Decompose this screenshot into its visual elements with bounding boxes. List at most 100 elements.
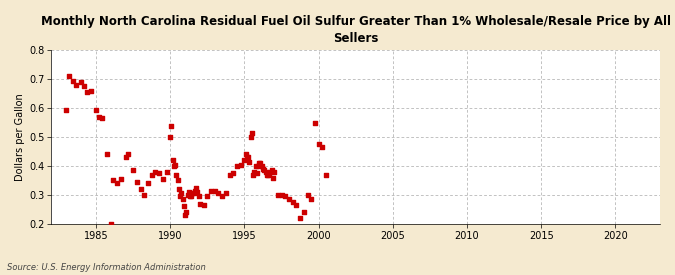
Point xyxy=(157,177,168,181)
Point xyxy=(243,155,254,160)
Point xyxy=(146,172,157,177)
Point xyxy=(86,89,97,93)
Point xyxy=(123,152,134,157)
Point xyxy=(186,194,196,199)
Title: Monthly North Carolina Residual Fuel Oil Sulfur Greater Than 1% Wholesale/Resale: Monthly North Carolina Residual Fuel Oil… xyxy=(40,15,671,45)
Point xyxy=(178,204,189,209)
Point xyxy=(194,201,205,206)
Point xyxy=(269,170,279,174)
Point xyxy=(182,193,193,197)
Point xyxy=(177,197,188,201)
Point xyxy=(209,188,220,193)
Point xyxy=(244,160,254,164)
Point xyxy=(242,155,252,160)
Point xyxy=(166,123,177,128)
Point xyxy=(90,108,101,112)
Point xyxy=(82,90,92,94)
Point xyxy=(255,161,266,165)
Point xyxy=(295,216,306,220)
Point xyxy=(171,172,182,177)
Point xyxy=(217,194,227,199)
Point xyxy=(169,162,180,167)
Point xyxy=(260,170,271,174)
Point xyxy=(228,171,239,175)
Point xyxy=(306,197,317,201)
Point xyxy=(97,116,107,120)
Point xyxy=(139,193,150,197)
Point xyxy=(263,172,273,177)
Point xyxy=(61,108,72,112)
Point xyxy=(71,83,82,87)
Point xyxy=(181,210,192,214)
Point xyxy=(266,168,277,172)
Point xyxy=(192,190,202,194)
Point xyxy=(248,172,259,177)
Point xyxy=(93,115,104,119)
Point xyxy=(302,193,313,197)
Point xyxy=(321,172,331,177)
Point xyxy=(284,197,294,201)
Point xyxy=(193,194,204,199)
Point xyxy=(76,80,86,84)
Point xyxy=(150,170,161,174)
Point xyxy=(175,194,186,199)
Point xyxy=(267,175,278,180)
Point xyxy=(128,168,138,172)
Point xyxy=(288,200,298,204)
Point xyxy=(254,161,265,165)
Point xyxy=(63,74,74,79)
Point xyxy=(280,194,291,199)
Point xyxy=(310,120,321,125)
Point xyxy=(111,181,122,186)
Point xyxy=(202,194,213,199)
Point xyxy=(213,191,224,196)
Point xyxy=(224,172,235,177)
Point xyxy=(265,170,276,174)
Point xyxy=(264,171,275,175)
Point xyxy=(191,185,202,190)
Point xyxy=(188,191,199,196)
Point xyxy=(190,188,200,193)
Point xyxy=(236,162,246,167)
Point xyxy=(232,164,242,168)
Point xyxy=(291,203,302,207)
Point xyxy=(249,170,260,174)
Point xyxy=(298,210,309,214)
Point xyxy=(273,193,284,197)
Point xyxy=(239,158,250,163)
Point xyxy=(313,142,324,147)
Point xyxy=(142,181,153,186)
Point xyxy=(250,164,261,168)
Point xyxy=(172,178,183,183)
Point xyxy=(206,188,217,193)
Point xyxy=(102,152,113,157)
Point xyxy=(256,164,267,168)
Point xyxy=(221,191,232,196)
Point xyxy=(276,193,287,197)
Point xyxy=(246,131,257,135)
Point xyxy=(135,187,146,191)
Point xyxy=(165,135,176,139)
Point xyxy=(132,180,142,184)
Point xyxy=(180,213,190,217)
Point xyxy=(167,158,178,163)
Point xyxy=(161,170,172,174)
Point xyxy=(317,145,328,149)
Point xyxy=(245,135,256,139)
Point xyxy=(259,168,269,172)
Point xyxy=(120,155,131,160)
Point xyxy=(78,84,89,89)
Point xyxy=(67,78,78,83)
Point xyxy=(261,172,272,177)
Point xyxy=(169,164,180,168)
Point xyxy=(115,177,126,181)
Text: Source: U.S. Energy Information Administration: Source: U.S. Energy Information Administ… xyxy=(7,263,205,272)
Point xyxy=(258,167,269,171)
Point xyxy=(184,190,194,194)
Point xyxy=(251,171,262,175)
Point xyxy=(198,203,209,207)
Y-axis label: Dollars per Gallon: Dollars per Gallon xyxy=(15,93,25,181)
Point xyxy=(154,171,165,175)
Point xyxy=(173,187,184,191)
Point xyxy=(108,178,119,183)
